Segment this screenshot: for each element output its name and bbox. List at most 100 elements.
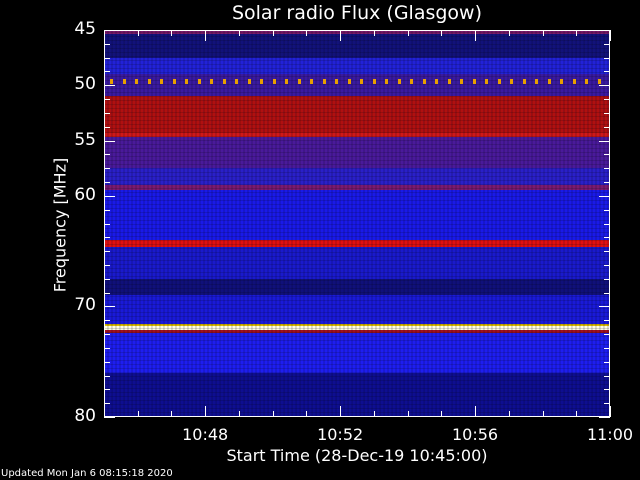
x-major-tick [340,30,342,41]
y-minor-tick [604,237,610,239]
chart-title: Solar radio Flux (Glasgow) [231,2,483,24]
y-major-tick [104,140,115,142]
x-minor-tick [137,30,139,36]
interference-mark [272,78,276,84]
y-minor-tick [104,43,110,45]
y-tick-label: 45 [74,19,96,39]
x-minor-tick [272,30,274,36]
x-minor-tick [171,411,173,417]
interference-mark [422,78,426,84]
interference-mark [447,78,451,84]
spectrum-band [104,132,610,138]
interference-mark [247,78,251,84]
y-minor-tick [604,168,610,170]
interference-mark [522,78,526,84]
y-minor-tick [604,209,610,211]
y-minor-tick [104,154,110,156]
x-tick-label: 10:52 [317,425,364,444]
y-minor-tick [104,223,110,225]
y-minor-tick [104,389,110,391]
spectrum-band [104,190,610,241]
plot-area [104,30,610,417]
y-minor-tick [104,57,110,59]
x-minor-tick [373,30,375,36]
y-minor-tick [604,320,610,322]
y-axis-title: Frequency [MHz] [50,157,70,293]
y-tick-label: 60 [74,184,96,205]
y-minor-tick [604,112,610,114]
y-major-tick [104,417,115,418]
interference-mark [547,78,551,84]
interference-mark [535,78,538,84]
x-minor-tick [238,30,240,36]
spectrum-band [104,57,610,75]
interference-mark [485,78,488,84]
y-minor-tick [104,403,110,405]
interference-mark [222,78,226,84]
y-minor-tick [104,112,110,114]
y-minor-tick [604,99,610,101]
y-major-tick [599,30,610,31]
x-minor-tick [171,30,173,36]
spectrum-band [104,96,610,133]
interference-mark [472,78,476,84]
y-minor-tick [604,71,610,73]
spectrum-band [104,30,610,35]
y-major-tick [104,30,115,31]
y-minor-tick [604,278,610,280]
y-minor-tick [104,71,110,73]
y-minor-tick [604,154,610,156]
x-major-tick [205,30,207,41]
spectrum-band [104,332,610,373]
spectrum-band [104,324,610,327]
interference-mark [185,78,188,84]
updated-timestamp: Updated Mon Jan 6 08:15:18 2020 [1,468,173,479]
y-minor-tick [104,209,110,211]
spectrum-band [104,168,610,185]
x-minor-tick [441,411,443,417]
y-minor-tick [104,292,110,294]
interference-mark [435,78,438,84]
x-minor-tick [407,30,409,36]
interference-mark [410,78,413,84]
y-major-tick [104,195,115,197]
x-minor-tick [542,30,544,36]
spectrum-band [104,246,610,279]
x-major-tick [205,406,207,417]
interference-mark [397,78,401,84]
interference-mark [260,78,263,84]
y-minor-tick [104,264,110,266]
x-minor-tick [407,411,409,417]
y-minor-tick [604,43,610,45]
x-minor-tick [508,411,510,417]
interference-mark [310,78,313,84]
spectrum-band [104,240,610,247]
spectrum-band [104,372,610,417]
spectrum-band [104,326,610,330]
y-major-tick [599,417,610,418]
x-tick-label: 10:56 [452,425,499,444]
y-tick-label: 70 [74,295,96,316]
y-minor-tick [104,347,110,349]
y-major-tick [599,85,610,87]
y-minor-tick [604,334,610,336]
interference-mark [110,78,113,84]
y-tick-label: 55 [74,129,96,150]
spectrum-band [104,329,610,333]
y-major-tick [599,306,610,308]
interference-mark [347,78,351,84]
interference-mark [297,78,301,84]
interference-mark [585,78,588,84]
y-minor-tick [104,278,110,280]
y-major-tick [599,195,610,197]
interference-mark [235,78,238,84]
y-minor-tick [104,126,110,128]
interference-mark [560,78,563,84]
y-minor-tick [104,168,110,170]
interference-mark [197,78,201,84]
interference-mark [497,78,501,84]
y-minor-tick [604,223,610,225]
interference-mark [210,78,213,84]
interference-mark [172,78,176,84]
